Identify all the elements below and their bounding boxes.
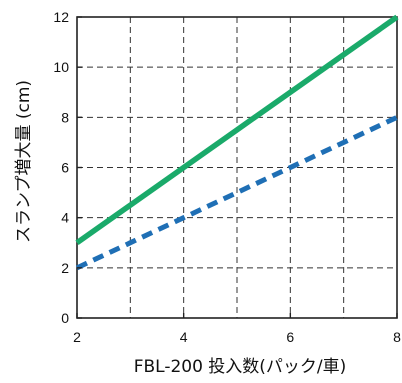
series-line-2 [75, 115, 399, 271]
x-tick-label: 4 [180, 329, 188, 345]
series-layer [75, 14, 399, 271]
x-tick-label: 8 [393, 329, 401, 345]
grid [77, 17, 397, 318]
y-axis-title: スランプ増大量 (cm) [14, 80, 34, 243]
y-tick-label: 12 [53, 9, 69, 25]
y-tick-label: 6 [61, 160, 69, 176]
y-tick-label: 8 [61, 109, 69, 125]
y-tick-label: 4 [61, 210, 69, 226]
x-tick-label: 2 [73, 329, 81, 345]
x-axis-title: FBL-200 投入数(パック/車) [134, 357, 347, 377]
y-tick-label: 10 [53, 59, 69, 75]
series-line-1 [75, 14, 399, 245]
y-tick-label: 0 [61, 310, 69, 326]
y-tick-label: 2 [61, 260, 69, 276]
x-tick-label: 6 [286, 329, 294, 345]
